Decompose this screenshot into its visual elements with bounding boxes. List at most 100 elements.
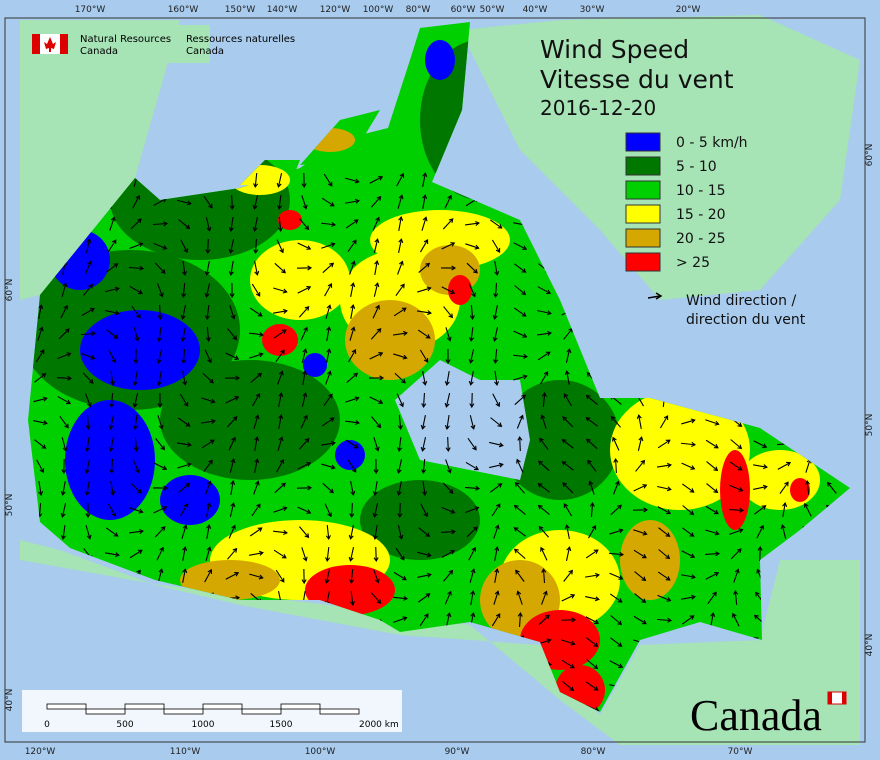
legend-label: 15 - 20: [676, 207, 726, 223]
wind-arrow: [516, 414, 524, 429]
wind-arrow: [229, 194, 235, 211]
wind-arrow: [373, 569, 380, 584]
wind-arrow: [348, 348, 357, 363]
wind-arrow: [302, 370, 308, 385]
wind-arrow: [444, 194, 452, 209]
wind-arrow: [585, 596, 600, 602]
wind-arrow: [442, 218, 454, 230]
scale-segment: [319, 708, 360, 715]
wind-arrow: [153, 242, 168, 250]
wind-arrow: [753, 464, 768, 470]
longitude-label: 60°W: [451, 5, 476, 15]
wind-arrow: [348, 525, 354, 540]
wind-arrow: [249, 307, 263, 317]
scale-label: 0: [44, 720, 50, 730]
wind-arrow: [561, 439, 574, 449]
wind-arrow: [60, 481, 66, 496]
wind-arrow: [34, 439, 47, 449]
wind-arrow: [733, 589, 739, 606]
wind-arrow: [421, 458, 427, 475]
wind-arrow: [422, 371, 428, 386]
wind-arrow: [466, 526, 478, 538]
wind-arrow: [514, 263, 527, 273]
wind-arrow: [296, 485, 313, 491]
wind-arrow: [253, 480, 260, 495]
wind-arrow: [397, 525, 404, 540]
wind-arrow: [37, 326, 44, 341]
wind-arrow: [152, 221, 169, 227]
wind-arrow: [324, 282, 333, 297]
wind-arrow: [249, 550, 264, 556]
wordmark-flag-bar: [828, 692, 832, 704]
wind-arrow: [563, 503, 573, 517]
speed-zone: [180, 560, 280, 600]
wind-arrow: [443, 306, 454, 319]
wind-arrow: [301, 392, 308, 407]
wind-arrow: [249, 352, 264, 359]
longitude-label: 80°W: [406, 5, 431, 15]
wind-arrow: [491, 613, 501, 627]
wind-arrow: [826, 481, 837, 494]
wind-arrow: [85, 502, 91, 519]
wind-arrow: [321, 440, 336, 446]
wind-arrow: [705, 529, 720, 536]
scale-label: 1500: [270, 720, 293, 730]
wind-arrow: [204, 283, 211, 298]
scale-segment: [46, 703, 87, 710]
wind-arrow: [395, 547, 405, 561]
wind-arrow: [561, 461, 574, 471]
wind-arrow: [421, 216, 428, 231]
wind-arrow: [298, 305, 310, 318]
wind-arrow: [397, 502, 403, 519]
wind-arrow: [657, 506, 672, 515]
wind-arrow: [322, 262, 335, 274]
wind-arrow: [610, 504, 622, 516]
wind-arrow: [157, 283, 164, 298]
wind-arrow: [636, 414, 642, 429]
wind-arrow: [84, 436, 90, 452]
wind-arrow: [300, 414, 308, 429]
wind-arrow: [706, 483, 719, 494]
scale-segment: [163, 708, 204, 715]
wind-arrow: [494, 370, 500, 386]
wind-arrow: [349, 326, 356, 341]
wind-arrow: [610, 615, 623, 626]
wind-arrow: [680, 441, 697, 447]
wind-arrow: [681, 462, 696, 470]
wind-arrow: [681, 483, 695, 493]
wind-arrow: [417, 286, 432, 293]
wind-arrow: [469, 392, 475, 409]
wind-arrow: [321, 463, 336, 470]
wind-arrow: [372, 503, 379, 518]
wind-arrow: [465, 243, 480, 250]
wind-arrow: [35, 349, 45, 363]
longitude-label: 40°W: [523, 5, 548, 15]
wind-arrow: [681, 574, 696, 580]
wind-arrow: [325, 304, 332, 319]
wind-arrow: [445, 436, 451, 453]
wind-arrow: [705, 505, 719, 515]
wind-arrow: [493, 524, 500, 539]
wind-arrow: [252, 195, 259, 210]
wind-arrow: [541, 590, 548, 605]
wind-arrow: [756, 524, 765, 539]
wind-arrow: [493, 348, 499, 365]
wind-arrow: [130, 482, 142, 494]
wind-arrow: [490, 417, 503, 428]
wind-arrow: [61, 437, 68, 452]
wind-arrow: [182, 371, 188, 386]
wind-arrow: [107, 239, 117, 253]
wind-arrow: [325, 524, 331, 541]
wind-arrow: [633, 529, 648, 536]
wind-arrow: [248, 332, 264, 338]
wind-arrow: [254, 458, 260, 473]
wind-arrow: [634, 571, 647, 582]
wind-arrow: [156, 371, 162, 386]
wind-arrow: [322, 482, 335, 494]
wind-arrow: [370, 592, 382, 605]
wind-arrow: [441, 242, 456, 250]
flag-right: [60, 34, 68, 54]
wind-arrow: [585, 417, 598, 427]
wind-arrow: [347, 239, 357, 253]
wind-arrow: [613, 457, 619, 474]
